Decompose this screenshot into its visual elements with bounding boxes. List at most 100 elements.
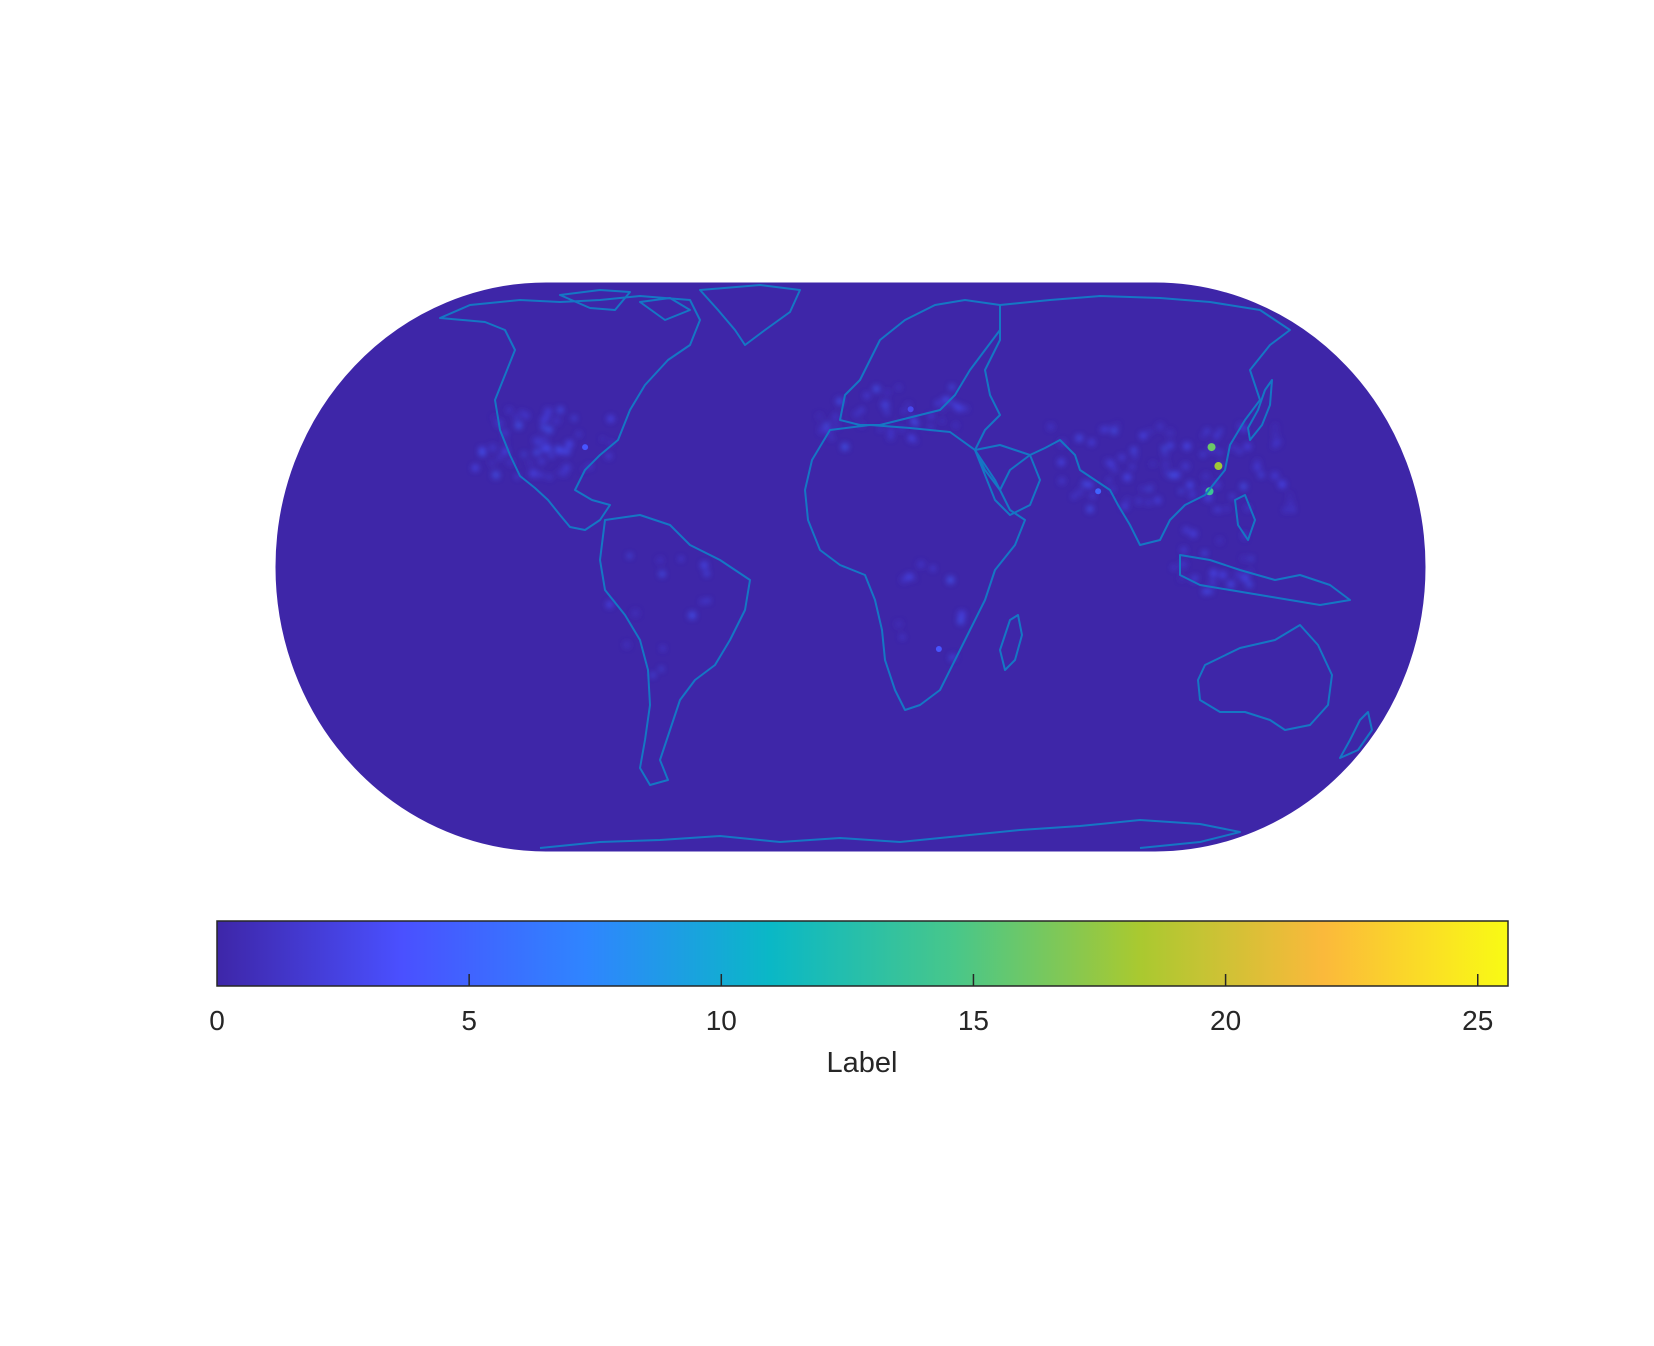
speckle-dot [521, 452, 527, 457]
speckle-dot [1057, 458, 1065, 466]
speckle-dot [900, 634, 905, 640]
speckle-dot [1283, 507, 1289, 513]
coast-greenland [699, 284, 801, 346]
speckle-dot [519, 410, 524, 415]
speckle-dot [1140, 486, 1145, 492]
speckle-dot [1186, 481, 1194, 489]
speckle-dot [1156, 422, 1164, 431]
speckle-dot [949, 384, 955, 391]
coast-south-america [599, 514, 751, 786]
speckle-dot [1086, 481, 1093, 489]
speckle-dot [1272, 423, 1278, 429]
coast-north-america [439, 295, 701, 531]
hotspot-eastern-china [1214, 462, 1223, 471]
world-map [275, 282, 1426, 852]
speckle-dot [1218, 428, 1223, 433]
speckle-dot [1090, 493, 1096, 499]
speckle-dot [705, 598, 711, 604]
coast-southeast-asia-islands [1179, 494, 1351, 606]
speckle-dot [488, 443, 497, 452]
speckle-dot [1202, 472, 1210, 481]
speckle-dot [527, 460, 533, 466]
speckle-dot [1249, 556, 1254, 561]
speckle-dot [1086, 505, 1094, 513]
coast-africa [804, 424, 1026, 711]
speckle-dot [829, 435, 834, 441]
speckle-dot [836, 398, 844, 405]
speckle-dot [688, 611, 697, 620]
speckle-dot [1212, 507, 1217, 512]
speckle-dot [1171, 565, 1177, 570]
coast-arctic-islands [559, 289, 691, 321]
speckle-dot [489, 460, 495, 467]
speckle-dot [1167, 442, 1174, 449]
hotspot-south-africa [935, 646, 942, 653]
speckle-dot [1179, 560, 1187, 569]
speckle-dot [1240, 483, 1247, 490]
speckle-dot [542, 444, 551, 452]
speckle-dot [1182, 462, 1190, 470]
speckle-dot [884, 410, 889, 415]
speckle-dot [1241, 574, 1250, 582]
speckle-dot [953, 422, 959, 428]
speckle-dot [623, 641, 631, 649]
colorbar-tick-label: 5 [461, 1005, 477, 1036]
speckle-dot [824, 422, 830, 428]
speckle-dot [1204, 428, 1210, 434]
speckle-dot [552, 417, 561, 425]
speckle-dot [1121, 502, 1129, 510]
hotspot-northern-china [1207, 443, 1216, 452]
speckle-dot [1227, 580, 1235, 588]
speckle-dot [1172, 471, 1180, 479]
coast-new-zealand [1339, 711, 1373, 759]
colorbar-tick-label: 15 [958, 1005, 989, 1036]
speckle-dot [1125, 497, 1130, 502]
speckle-dot [1290, 507, 1296, 512]
speckle-dot [863, 392, 870, 399]
speckle-dot [1162, 451, 1169, 458]
speckle-dot [905, 573, 913, 581]
speckle-dot [1272, 443, 1277, 448]
speckle-dot [901, 409, 907, 414]
speckle-dot [1229, 444, 1237, 451]
speckle-dot [538, 472, 544, 478]
speckle-dot [1244, 443, 1252, 450]
speckle-dot [896, 385, 901, 390]
speckle-dot [834, 424, 839, 429]
speckle-dot [498, 455, 503, 460]
speckle-dot [544, 407, 552, 416]
speckle-dot [1162, 461, 1170, 468]
speckle-dot [912, 576, 917, 581]
speckle-dot [816, 413, 823, 420]
speckle-dot [529, 469, 538, 478]
speckle-dot [1216, 507, 1221, 513]
colorbar-gradient [216, 920, 1509, 987]
speckle-dot [571, 415, 577, 421]
speckle-dot [831, 414, 839, 422]
speckle-dot [907, 434, 915, 442]
coast-arabia [974, 444, 1041, 516]
data-layer [439, 284, 1373, 849]
speckle-dot [1076, 488, 1084, 496]
speckle-dot [1135, 497, 1143, 505]
speckle-dot [957, 610, 966, 619]
speckle-dot [548, 453, 554, 459]
speckle-dot [1287, 492, 1293, 498]
speckle-dot [515, 474, 520, 479]
speckle-dot [1183, 442, 1191, 450]
speckle-dot [605, 453, 612, 459]
speckle-dot [556, 469, 563, 476]
speckle-dot [1214, 433, 1220, 439]
coast-antarctica [539, 819, 1241, 849]
speckle-dot [1145, 499, 1152, 506]
speckle-dot [900, 576, 908, 584]
speckle-dot [1183, 527, 1190, 534]
coastlines [439, 284, 1373, 849]
speckle-dot [1115, 423, 1120, 428]
speckle-dot [1278, 480, 1286, 489]
speckle-dot [606, 601, 614, 609]
speckle-dot [1178, 488, 1184, 494]
speckle-dot [1241, 426, 1248, 432]
speckle-dot [1200, 452, 1206, 457]
hotspot-eastern-us [582, 444, 589, 451]
